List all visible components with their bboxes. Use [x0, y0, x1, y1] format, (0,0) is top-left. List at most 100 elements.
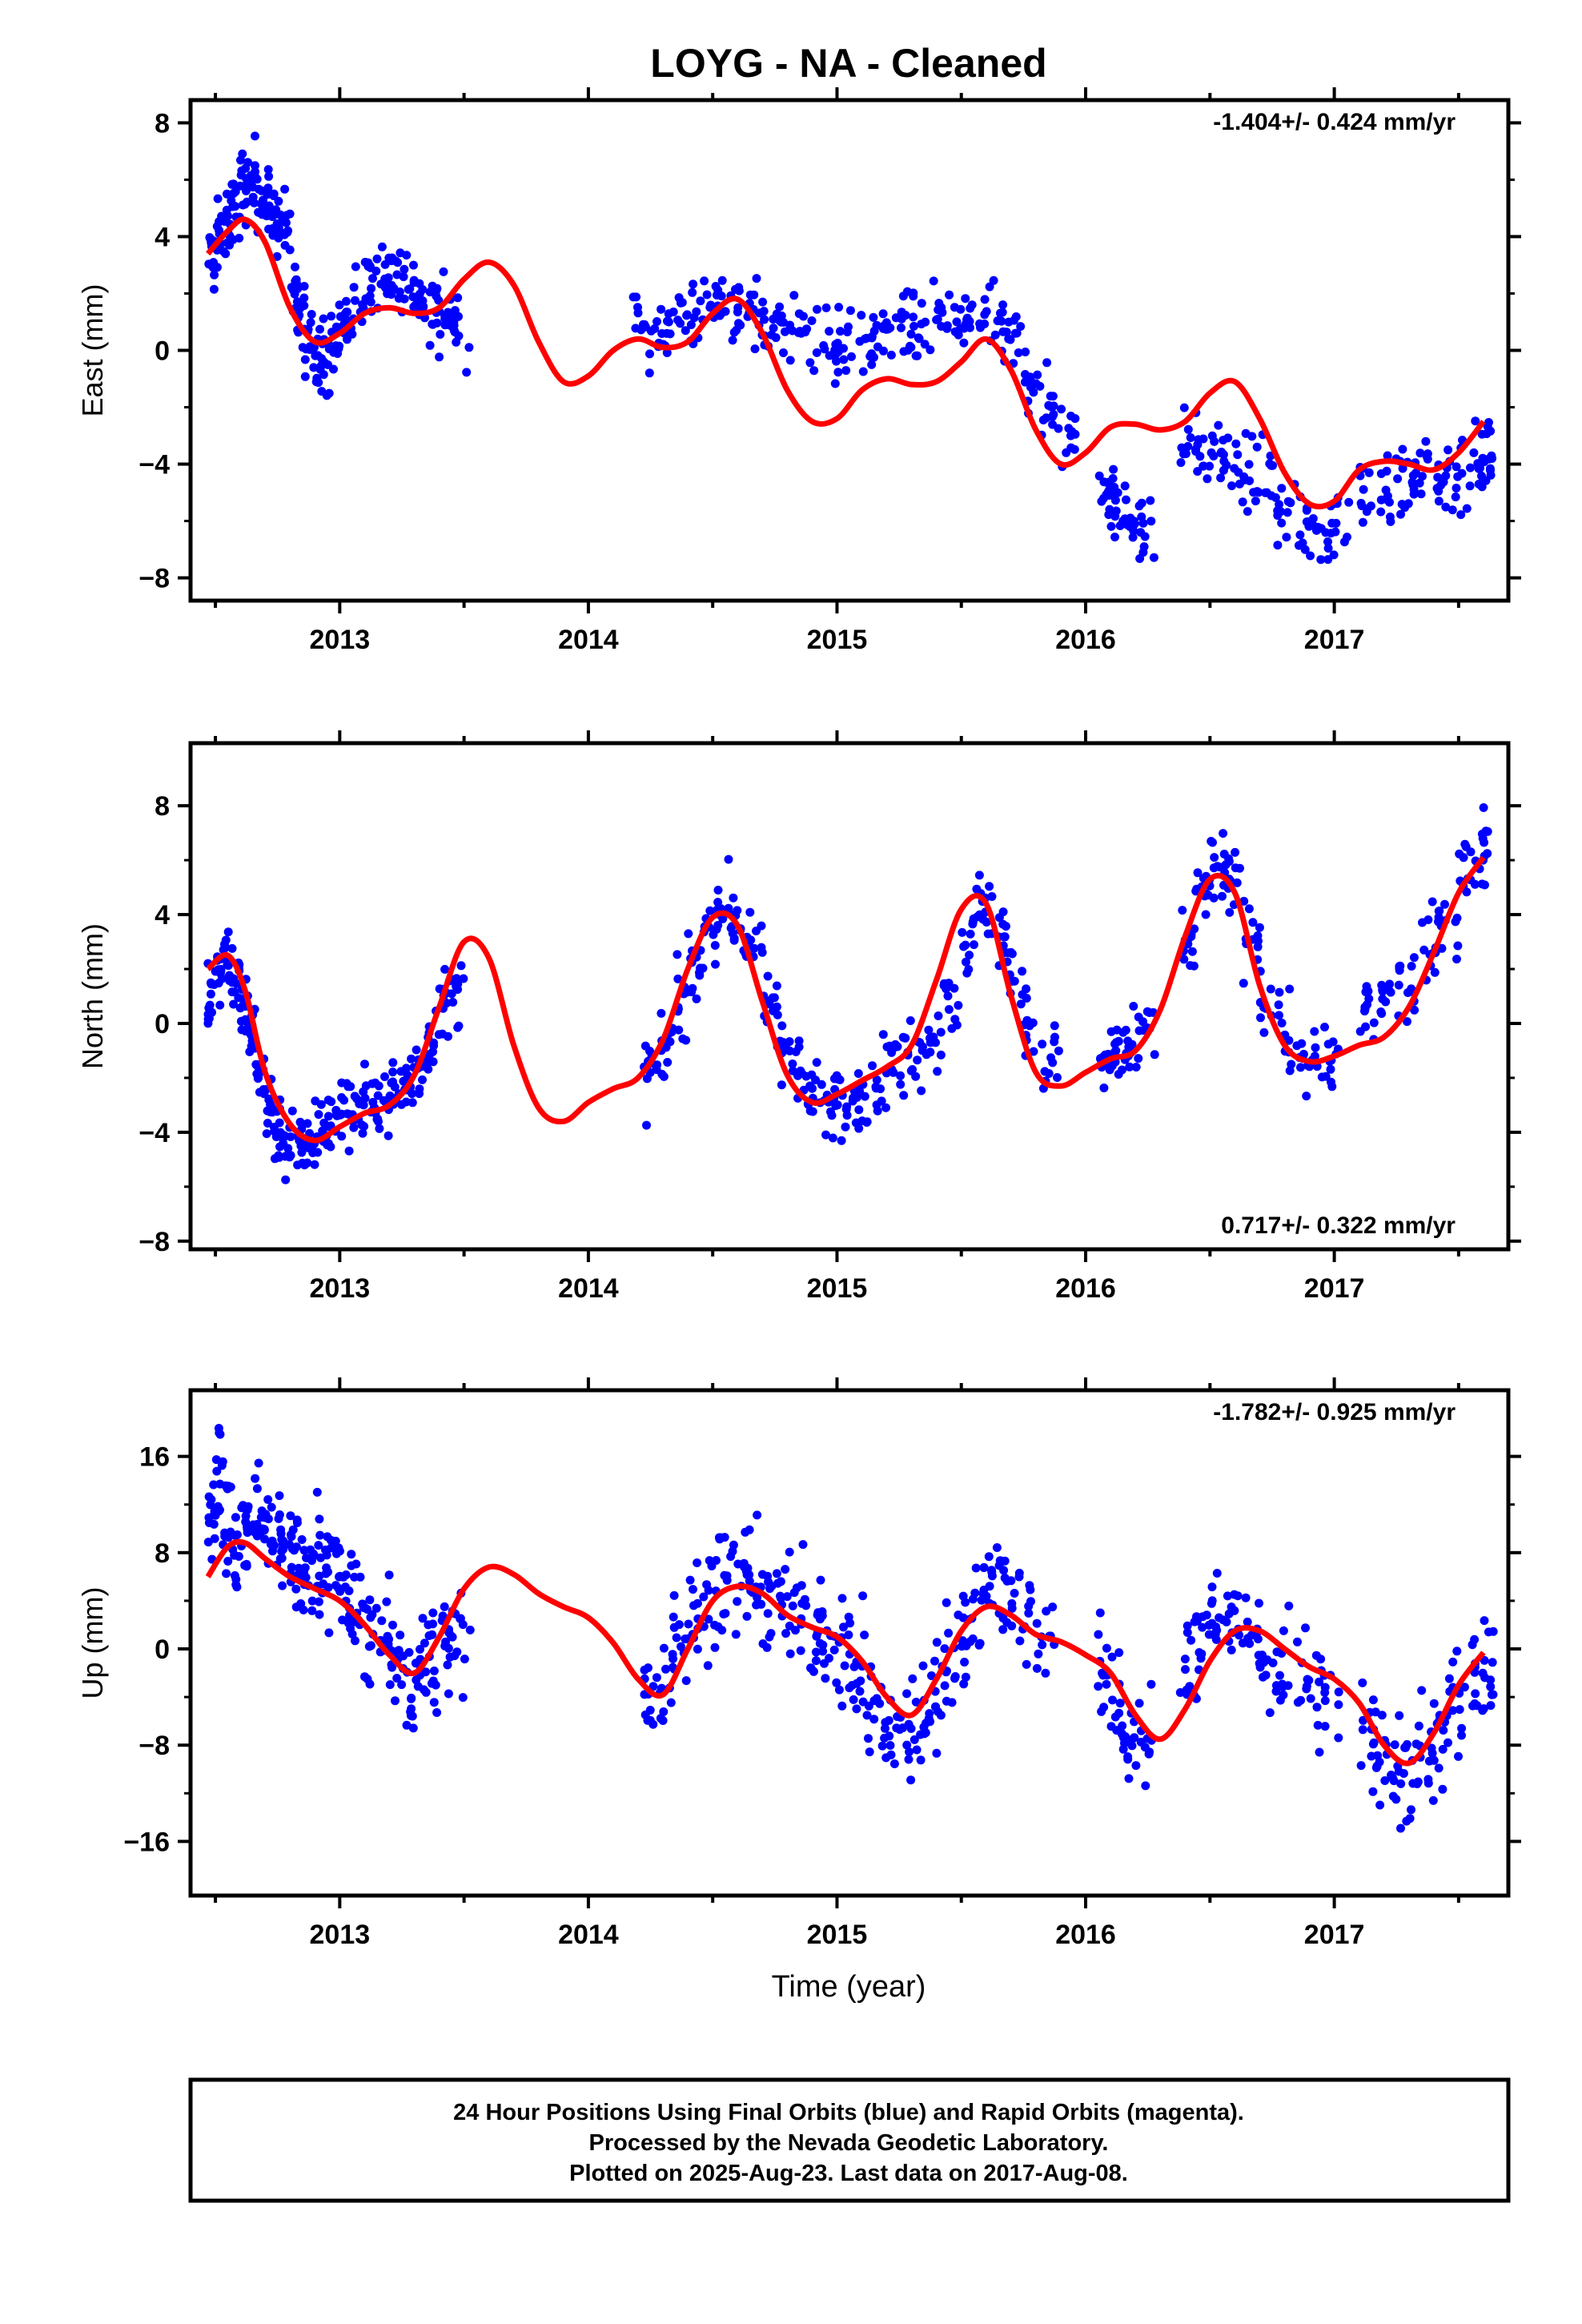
east-observation-point [313, 351, 323, 360]
up-observation-point [402, 1720, 412, 1730]
north-observation-point [1453, 941, 1463, 951]
footer-box: 24 Hour Positions Using Final Orbits (bl… [188, 2077, 1511, 2203]
east-observation-point [1398, 444, 1407, 454]
north-observation-point [1131, 1063, 1141, 1072]
up-observation-point [889, 1759, 899, 1768]
east-observation-point [1223, 433, 1233, 443]
up-observation-point [288, 1525, 298, 1534]
up-observation-point [1102, 1679, 1111, 1689]
north-observation-point [954, 1000, 963, 1010]
north-observation-point [711, 959, 720, 969]
up-observation-point [811, 1656, 821, 1666]
up-observation-point [1375, 1800, 1385, 1810]
east-observation-point [315, 324, 324, 334]
east-observation-point [633, 303, 642, 312]
up-observation-point [666, 1698, 676, 1707]
north-observation-point [772, 981, 781, 991]
north-observation-point [962, 957, 970, 967]
east-observation-point [1054, 424, 1063, 433]
up-observation-point [350, 1572, 359, 1582]
up-observation-point [1460, 1683, 1469, 1692]
east-observation-point [640, 320, 649, 329]
up-observation-point [315, 1514, 324, 1524]
north-observation-point [998, 907, 1008, 917]
east-observation-point [807, 316, 817, 325]
east-observation-point [664, 309, 673, 319]
east-observation-point [425, 287, 435, 297]
east-observation-point [269, 189, 279, 199]
east-observation-point [335, 300, 344, 310]
up-observation-point [278, 1539, 287, 1549]
north-observation-point [853, 1069, 863, 1078]
up-observation-point [661, 1664, 670, 1674]
east-observation-point [462, 368, 472, 377]
east-observation-point [1433, 472, 1443, 482]
east-observation-point [1273, 511, 1283, 521]
north-observation-point [1253, 942, 1263, 951]
north-observation-point [1190, 924, 1199, 934]
east-observation-point [1396, 509, 1405, 519]
east-observation-point [688, 287, 697, 297]
up-observation-point [1026, 1585, 1035, 1594]
north-observation-point [710, 941, 720, 950]
up-observation-point [1243, 1617, 1252, 1626]
north-observation-point [713, 921, 723, 930]
up-observation-point [1215, 1613, 1224, 1622]
east-observation-point [236, 155, 245, 165]
up-observation-point [693, 1644, 702, 1654]
up-observation-point [458, 1693, 468, 1703]
up-observation-point [984, 1552, 994, 1562]
up-observation-point [999, 1566, 1009, 1575]
up-observation-point [942, 1696, 951, 1706]
up-observation-point [1444, 1674, 1454, 1683]
north-observation-point [985, 882, 994, 891]
north-observation-point [1134, 1026, 1144, 1035]
up-observation-point [832, 1678, 841, 1687]
east-y-tick-label: −4 [139, 450, 170, 480]
up-observation-point [1316, 1655, 1326, 1664]
up-observation-point [862, 1711, 872, 1720]
east-observation-point [453, 293, 463, 303]
up-observation-point [299, 1605, 308, 1614]
north-observation-point [896, 1071, 905, 1080]
east-observation-point [1243, 507, 1252, 517]
north-observation-point [757, 921, 766, 931]
east-observation-point [380, 274, 390, 283]
east-observation-point [1376, 495, 1386, 505]
north-observation-point [448, 998, 458, 1007]
up-observation-point [444, 1689, 453, 1699]
up-observation-point [302, 1553, 311, 1562]
up-observation-point [1024, 1602, 1034, 1611]
up-observation-point [669, 1654, 678, 1663]
up-observation-point [1146, 1679, 1156, 1689]
east-observation-point [1016, 322, 1026, 332]
up-observation-point [1320, 1696, 1330, 1706]
up-observation-point [1140, 1743, 1150, 1752]
up-observation-point [789, 1588, 799, 1598]
north-observation-point [1455, 849, 1464, 858]
up-observation-point [275, 1554, 285, 1563]
north-observation-point [203, 1010, 213, 1019]
up-observation-point [674, 1620, 684, 1630]
up-observation-point [1212, 1569, 1222, 1578]
east-observation-point [836, 327, 845, 336]
east-observation-point [1176, 458, 1186, 468]
east-observation-point [926, 345, 935, 355]
north-observation-point [220, 939, 229, 949]
up-observation-point [1470, 1699, 1480, 1708]
up-observation-point [992, 1543, 1002, 1552]
east-observation-point [272, 251, 282, 261]
east-observation-point [959, 338, 969, 348]
up-observation-point [1334, 1687, 1343, 1697]
up-observation-point [207, 1495, 216, 1504]
up-observation-point [319, 1579, 328, 1589]
up-observation-point [752, 1600, 761, 1610]
north-observation-point [876, 1084, 885, 1094]
up-observation-point [1284, 1601, 1294, 1610]
up-observation-point [252, 1484, 262, 1494]
north-observation-point [812, 1058, 821, 1068]
north-observation-point [429, 1038, 439, 1047]
up-observation-point [450, 1651, 460, 1661]
east-observation-point [419, 302, 428, 312]
up-observation-point [931, 1702, 940, 1711]
